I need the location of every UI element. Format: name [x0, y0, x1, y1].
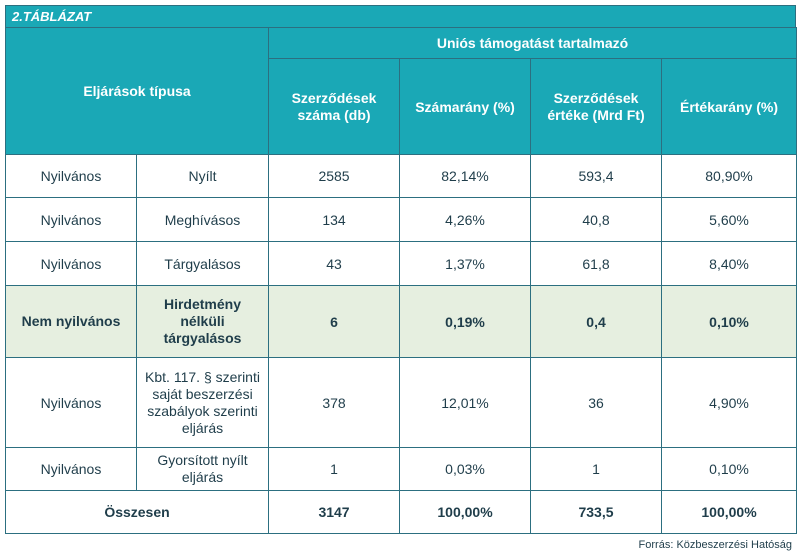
cell-total-value: 733,5: [530, 490, 663, 534]
cell-value: 0,4: [530, 285, 663, 358]
cell-count-share: 1,37%: [399, 241, 532, 286]
column-header-count: Szerződések száma (db): [268, 58, 401, 155]
cell-value-share: 5,60%: [661, 197, 798, 242]
header-row-columns: Szerződések száma (db) Számarány (%) Sze…: [6, 58, 798, 155]
cell-procedure: Gyorsított nyílt eljárás: [135, 447, 270, 491]
cell-count-share: 0,19%: [399, 285, 532, 358]
cell-value: 36: [530, 357, 663, 448]
cell-category: Nyilvános: [5, 154, 137, 198]
cell-value: 40,8: [530, 197, 663, 242]
cell-procedure: Meghívásos: [135, 197, 270, 242]
column-header-value: Szerződések értéke (Mrd Ft): [530, 58, 663, 155]
cell-count: 1: [268, 447, 401, 491]
table-row: Nyilvános Tárgyalásos 43 1,37% 61,8 8,40…: [5, 241, 798, 286]
header-type-label: Eljárások típusa: [4, 27, 270, 155]
cell-value-share: 0,10%: [661, 285, 798, 358]
cell-value-share: 80,90%: [661, 154, 798, 198]
source-note: Forrás: Közbeszerzési Hatóság: [638, 539, 792, 551]
header-row-group: Eljárások típusa Uniós támogatást tartal…: [4, 27, 798, 155]
cell-value-share: 4,90%: [661, 357, 798, 448]
cell-category: Nyilvános: [5, 241, 137, 286]
column-header-value-share: Értékarány (%): [661, 58, 798, 155]
cell-total-value-share: 100,00%: [661, 490, 798, 534]
cell-procedure: Tárgyalásos: [135, 241, 270, 286]
cell-count-share: 12,01%: [399, 357, 532, 448]
header-group-label: Uniós támogatást tartalmazó: [268, 27, 798, 59]
cell-count: 2585: [268, 154, 401, 198]
cell-procedure: Nyílt: [135, 154, 270, 198]
table-row-total: Összesen 3147 100,00% 733,5 100,00%: [4, 490, 798, 534]
cell-count-share: 0,03%: [399, 447, 532, 491]
table-row-highlighted: Nem nyilvános Hirdetmény nélküli tárgyal…: [5, 285, 798, 358]
cell-value: 593,4: [530, 154, 663, 198]
cell-value-share: 0,10%: [661, 447, 798, 491]
cell-count-share: 4,26%: [399, 197, 532, 242]
cell-category: Nyilvános: [5, 197, 137, 242]
column-header-count-share: Számarány (%): [399, 58, 532, 155]
cell-total-count-share: 100,00%: [399, 490, 532, 534]
cell-count: 134: [268, 197, 401, 242]
cell-category: Nyilvános: [5, 357, 137, 448]
cell-procedure: Kbt. 117. § szerinti saját beszerzési sz…: [135, 357, 270, 448]
cell-value: 61,8: [530, 241, 663, 286]
table-row: Nyilvános Kbt. 117. § szerinti saját bes…: [5, 357, 798, 448]
cell-procedure: Hirdetmény nélküli tárgyalásos: [135, 285, 270, 358]
cell-category: Nem nyilvános: [5, 285, 137, 358]
cell-category: Nyilvános: [5, 447, 137, 491]
cell-count: 378: [268, 357, 401, 448]
cell-total-count: 3147: [268, 490, 401, 534]
cell-count: 43: [268, 241, 401, 286]
cell-count: 6: [268, 285, 401, 358]
cell-count-share: 82,14%: [399, 154, 532, 198]
table-row: Nyilvános Gyorsított nyílt eljárás 1 0,0…: [5, 447, 798, 491]
table-row: Nyilvános Nyílt 2585 82,14% 593,4 80,90%: [5, 154, 798, 198]
cell-value-share: 8,40%: [661, 241, 798, 286]
table-row: Nyilvános Meghívásos 134 4,26% 40,8 5,60…: [5, 197, 798, 242]
procurement-table: Eljárások típusa Uniós támogatást tartal…: [4, 27, 798, 534]
cell-total-label: Összesen: [4, 490, 270, 534]
cell-value: 1: [530, 447, 663, 491]
table-title: 2.TÁBLÁZAT: [5, 5, 796, 27]
